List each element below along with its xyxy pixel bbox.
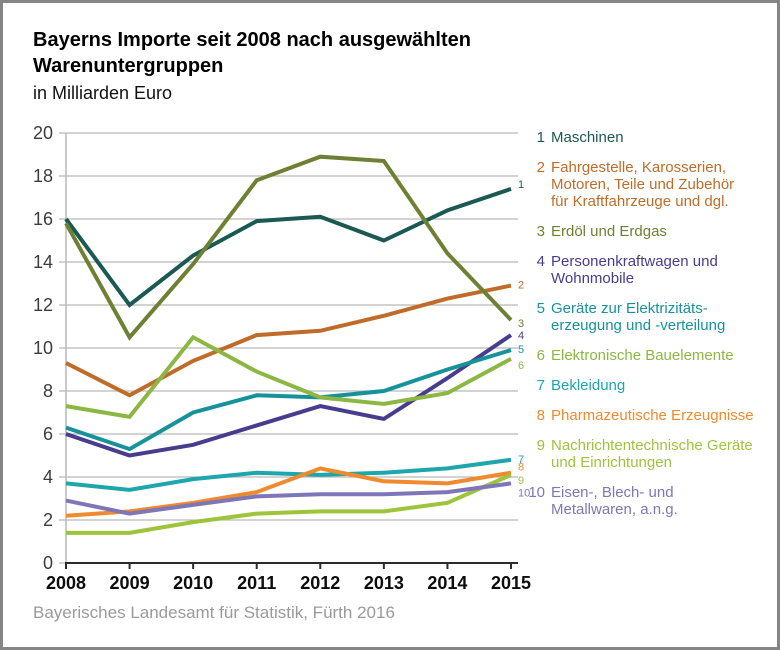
legend-label: Eisen-, Blech- und Metallwaren, a.n.g. bbox=[551, 484, 678, 518]
chart-title: Bayerns Importe seit 2008 nach ausgewähl… bbox=[33, 29, 471, 77]
chart-header: Bayerns Importe seit 2008 nach ausgewähl… bbox=[33, 27, 471, 105]
y-axis-label-2: 2 bbox=[43, 510, 53, 530]
legend-item-4: 4 Personenkraftwagen und Wohnmobile bbox=[521, 253, 777, 287]
legend-label: Maschinen bbox=[551, 129, 624, 146]
source-note: Bayerisches Landesamt für Statistik, Für… bbox=[33, 603, 395, 622]
series-end-label-10: 10 bbox=[518, 487, 530, 499]
series-line-10 bbox=[65, 481, 512, 516]
series-line-3 bbox=[64, 154, 513, 341]
series-line-9 bbox=[66, 473, 512, 535]
legend-number: 8 bbox=[536, 407, 545, 424]
series-line-2 bbox=[65, 283, 512, 398]
x-axis-label-2013: 2013 bbox=[364, 573, 404, 593]
series-end-label-4: 4 bbox=[518, 330, 524, 342]
legend-label: Personenkraftwagen und Wohnmobile bbox=[551, 253, 718, 287]
x-axis-label-2015: 2015 bbox=[491, 573, 531, 593]
legend-item-8: 8 Pharmazeutische Erzeugnisse bbox=[521, 407, 777, 424]
x-axis-label-2009: 2009 bbox=[110, 573, 150, 593]
legend-number: 5 bbox=[536, 300, 545, 317]
series-end-label-1: 1 bbox=[518, 179, 524, 191]
legend-number: 3 bbox=[536, 223, 545, 240]
series-end-label-2: 2 bbox=[518, 280, 524, 292]
series-line-8 bbox=[65, 466, 512, 518]
legend-label: Geräte zur Elektrizitäts- erzeugung und … bbox=[551, 300, 726, 334]
legend-item-1: 1 Maschinen bbox=[521, 129, 777, 146]
y-axis-label-20: 20 bbox=[33, 123, 53, 143]
chart-legend: 1 Maschinen 2 Fahrgestelle, Karosserien, Mo… bbox=[521, 129, 777, 518]
legend-item-5: 5 Geräte zur Elektrizitäts- erzeugung und… bbox=[521, 300, 777, 334]
legend-number: 7 bbox=[536, 377, 545, 394]
series-line-5 bbox=[65, 348, 512, 452]
chart-subtitle: in Milliarden Euro bbox=[33, 83, 173, 103]
legend-label: Elektronische Bauelemente bbox=[551, 347, 734, 364]
legend-number: 10 bbox=[528, 484, 545, 501]
y-axis-label-12: 12 bbox=[33, 295, 53, 315]
legend-number: 1 bbox=[536, 129, 545, 146]
x-axis-label-2010: 2010 bbox=[173, 573, 213, 593]
legend-item-10: 10 Eisen-, Blech- und Metallwaren, a.n.g. bbox=[521, 484, 777, 518]
legend-label: Nachrichtentechnische Geräte und Einrich… bbox=[551, 437, 753, 471]
legend-item-2: 2 Fahrgestelle, Karosserien, Motoren, Tei… bbox=[521, 159, 777, 210]
series-line-7 bbox=[65, 457, 512, 492]
x-axis-label-2011: 2011 bbox=[237, 573, 276, 593]
legend-label: Pharmazeutische Erzeugnisse bbox=[551, 407, 754, 424]
series-line-1 bbox=[64, 187, 512, 308]
y-axis-label-6: 6 bbox=[43, 424, 53, 444]
legend-item-6: 6 Elektronische Bauelemente bbox=[521, 347, 777, 364]
legend-number: 2 bbox=[536, 159, 545, 176]
legend-label: Fahrgestelle, Karosserien, Motoren, Teil… bbox=[551, 159, 735, 210]
series-line-4 bbox=[65, 333, 513, 458]
legend-item-3: 3 Erdöl und Erdgas bbox=[521, 223, 777, 240]
y-axis-label-8: 8 bbox=[43, 381, 53, 401]
series-end-label-7: 7 bbox=[518, 454, 524, 466]
legend-item-9: 9 Nachrichtentechnische Geräte und Einric… bbox=[521, 437, 777, 471]
legend-label: Bekleidung bbox=[551, 377, 626, 394]
legend-label: Erdöl und Erdgas bbox=[551, 223, 667, 240]
x-axis-label-2014: 2014 bbox=[427, 573, 467, 593]
series-end-label-5: 5 bbox=[518, 344, 524, 356]
series-end-label-3: 3 bbox=[518, 318, 524, 330]
x-axis-label-2008: 2008 bbox=[46, 573, 86, 593]
series-end-label-8: 8 bbox=[518, 462, 524, 474]
y-axis-label-0: 0 bbox=[43, 553, 53, 573]
y-axis-label-4: 4 bbox=[43, 467, 53, 487]
x-axis-label-2012: 2012 bbox=[300, 573, 340, 593]
y-axis-label-14: 14 bbox=[33, 252, 53, 272]
legend-number: 4 bbox=[536, 253, 545, 270]
legend-number: 6 bbox=[536, 347, 545, 364]
series-line-6 bbox=[65, 334, 512, 419]
y-axis-label-16: 16 bbox=[33, 209, 53, 229]
y-axis-label-18: 18 bbox=[33, 166, 53, 186]
legend-item-7: 7 Bekleidung bbox=[521, 377, 777, 394]
legend-number: 9 bbox=[536, 437, 545, 454]
series-end-label-9: 9 bbox=[518, 475, 524, 487]
series-end-label-6: 6 bbox=[518, 360, 524, 372]
y-axis-label-10: 10 bbox=[33, 338, 53, 358]
